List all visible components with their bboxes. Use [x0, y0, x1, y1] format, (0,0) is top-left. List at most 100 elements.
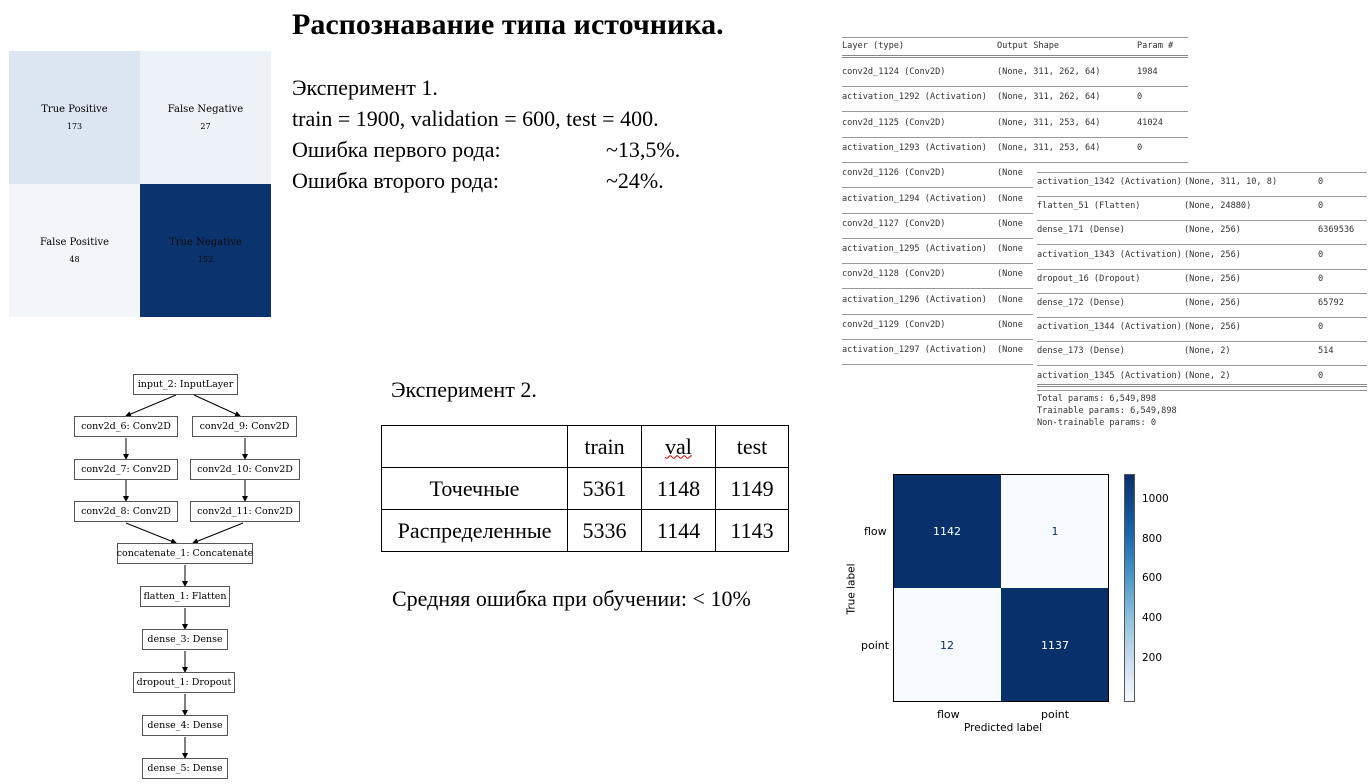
summary-header-shape: Output Shape: [997, 41, 1060, 51]
cm2-cell-flow-flow: 1142: [893, 474, 1001, 588]
cm2-colorbar-tick: 200: [1142, 652, 1163, 664]
summary-output-shape: (None: [997, 168, 1023, 179]
summary-layer-name: activation_1292 (Activation): [842, 92, 987, 103]
node-flatten: flatten_1: Flatten: [140, 586, 230, 607]
summary-row-separator: [842, 237, 1188, 239]
edge-c11-concat: [192, 522, 244, 544]
cm2-colorbar-tick: 600: [1142, 572, 1163, 584]
summary-param-count: 0: [1137, 92, 1143, 103]
table-header-cell: [381, 425, 568, 468]
table-header-row: train val test: [381, 425, 789, 468]
cm2-col-label-flow: flow: [937, 708, 960, 721]
summary-layer-name: activation_1342 (Activation): [1037, 177, 1182, 187]
table-row: Точечные 5361 1148 1149: [381, 467, 789, 510]
summary-row-separator: [1037, 292, 1367, 294]
tp-label: True Positive: [41, 104, 108, 115]
summary-layer-name: conv2d_1128 (Conv2D): [842, 269, 946, 280]
summary-output-shape: (None, 311, 253, 64): [997, 142, 1101, 153]
summary-row-separator: [1037, 220, 1367, 222]
average-error: Средняя ошибка при обучении: < 10%: [392, 586, 751, 611]
node-conv2d-7: conv2d_7: Conv2D: [74, 459, 178, 480]
summary-param-count: 0: [1318, 177, 1324, 187]
fn-value: 27: [200, 122, 211, 131]
node-conv2d-10: conv2d_10: Conv2D: [190, 459, 300, 480]
summary-layer-name: dropout_16 (Dropout): [1037, 273, 1141, 284]
summary-output-shape: (None: [997, 244, 1023, 255]
error1-row: Ошибка первого рода: ~13,5%.: [292, 134, 680, 165]
summary-output-shape: (None: [997, 320, 1023, 330]
model-summary-2: Total params: 6,549,898 Trainable params…: [1033, 168, 1371, 434]
node-concatenate: concatenate_1: Concatenate: [117, 543, 253, 564]
cell-true-negative: True Negative 152: [140, 184, 271, 317]
summary-row-separator: [842, 212, 1188, 214]
summary-row-separator: [1037, 317, 1367, 318]
cm2-col-label-point: point: [1041, 708, 1070, 721]
cm2-row-label-point: point: [861, 639, 890, 652]
summary-row-separator: [1037, 341, 1367, 343]
fp-value: 48: [69, 255, 80, 264]
cm2-colorbar: [1124, 474, 1135, 702]
dataset-table: train val test Точечные 5361 1148 1149 Р…: [381, 425, 789, 552]
summary-layer-name: conv2d_1124 (Conv2D): [842, 67, 946, 77]
summary-row-separator: [842, 313, 1188, 315]
summary-row-separator: [842, 263, 1188, 265]
node-conv2d-11: conv2d_11: Conv2D: [190, 501, 300, 522]
summary-param-count: 0: [1318, 201, 1324, 212]
node-conv2d-9: conv2d_9: Conv2D: [192, 416, 297, 437]
table-row: Распределенные 5336 1144 1143: [381, 509, 789, 552]
total-params: Total params: 6,549,898: [1037, 394, 1156, 404]
error2-label: Ошибка второго рода:: [292, 168, 499, 193]
experiment2-heading: Эксперимент 2.: [391, 377, 537, 402]
confusion-matrix-2: 1142 1 12 1137 flow point flow point Pre…: [840, 470, 1169, 740]
val-header-text: val: [665, 433, 692, 459]
summary-output-shape: (None, 311, 262, 64): [997, 92, 1101, 103]
summary-row-separator: [842, 161, 1188, 163]
confusion-matrix-1: True Positive 173 False Negative 27 Fals…: [9, 51, 271, 317]
summary-row-separator: [842, 187, 1188, 189]
summary1-top-rule: [842, 37, 1188, 38]
summary-output-shape: (None, 311, 253, 64): [997, 117, 1101, 128]
table-cell: Точечные: [381, 467, 568, 510]
summary-param-count: 6369536: [1318, 225, 1355, 236]
summary-layer-name: conv2d_1129 (Conv2D): [842, 320, 946, 330]
summary-layer-name: activation_1345 (Activation): [1037, 370, 1182, 381]
summary-layer-name: activation_1297 (Activation): [842, 345, 987, 356]
trainable-params: Trainable params: 6,549,898: [1037, 406, 1177, 416]
cell-true-positive: True Positive 173: [9, 51, 140, 184]
summary-param-count: 65792: [1318, 298, 1344, 308]
cm2-row-label-flow: flow: [864, 525, 887, 538]
summary-output-shape: (None, 311, 10, 8): [1184, 177, 1278, 187]
summary-layer-name: dense_171 (Dense): [1037, 225, 1125, 236]
cm2-xlabel: Predicted label: [964, 722, 1043, 734]
experiment1-split: train = 1900, validation = 600, test = 4…: [292, 106, 659, 131]
summary-output-shape: (None, 311, 262, 64): [997, 67, 1101, 77]
summary-output-shape: (None: [997, 345, 1023, 356]
summary-output-shape: (None, 24880): [1184, 201, 1252, 212]
cm2-cell-point-flow: 12: [893, 588, 1001, 702]
summary-output-shape: (None: [997, 269, 1023, 280]
table-cell: Распределенные: [381, 509, 568, 552]
summary-row-separator: [1037, 196, 1367, 197]
summary-header-param: Param #: [1137, 41, 1174, 51]
summary-row-separator: [842, 339, 1188, 340]
node-conv2d-8: conv2d_8: Conv2D: [74, 501, 178, 522]
tn-label: True Negative: [169, 237, 242, 248]
summary-output-shape: (None, 2): [1184, 346, 1231, 357]
summary-layer-name: activation_1296 (Activation): [842, 294, 987, 305]
table-header-cell: train: [567, 425, 642, 468]
summary-row-separator: [842, 86, 1188, 87]
node-dense-4: dense_4: Dense: [142, 715, 228, 736]
summary2-totals-rule: [1037, 384, 1367, 387]
table-cell: 1144: [641, 509, 716, 552]
node-dense-3: dense_3: Dense: [142, 629, 228, 650]
summary1-header-rule: [842, 55, 1188, 58]
table-header-cell: test: [715, 425, 789, 468]
summary-param-count: 1984: [1137, 67, 1158, 77]
edge-input-c9: [193, 394, 241, 417]
summary-param-count: 0: [1318, 249, 1324, 260]
summary-output-shape: (None: [997, 218, 1023, 229]
cell-false-negative: False Negative 27: [140, 51, 271, 184]
cm2-colorbar-tick: 400: [1142, 612, 1163, 624]
summary-output-shape: (None, 256): [1184, 225, 1241, 236]
summary-layer-name: activation_1343 (Activation): [1037, 249, 1182, 260]
